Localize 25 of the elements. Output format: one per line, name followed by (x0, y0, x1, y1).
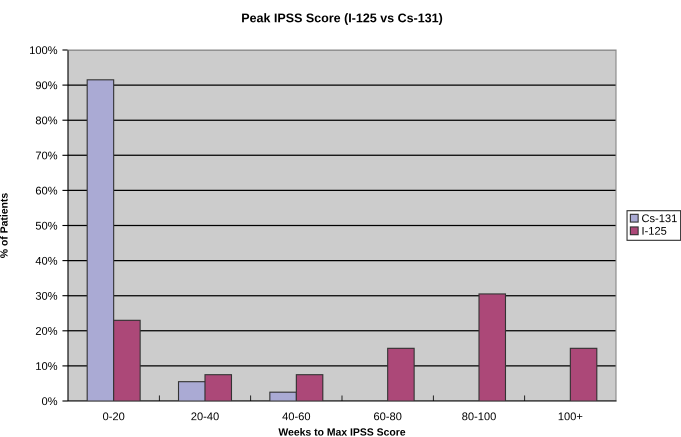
y-tick-label: 90% (36, 81, 58, 90)
x-tick-label: 60-80 (374, 412, 402, 420)
bar (387, 348, 415, 401)
chart-title: Peak IPSS Score (I-125 vs Cs-131) (242, 13, 442, 25)
y-tick-label: 30% (36, 292, 58, 300)
y-tick-label: 0% (42, 397, 58, 406)
x-tick-label: 80-100 (462, 412, 496, 420)
y-tick-label: 10% (36, 362, 58, 370)
x-tick-label: 40-60 (282, 412, 310, 420)
y-tick-label: 80% (36, 116, 58, 124)
legend-label: Cs-131 (642, 214, 677, 222)
y-tick-label: 20% (36, 327, 58, 335)
x-tick-label: 100+ (558, 412, 582, 420)
x-axis-title: Weeks to Max IPSS Score (278, 428, 406, 436)
bar (478, 293, 506, 401)
y-tick-label: 60% (36, 186, 58, 195)
bar (570, 348, 598, 401)
y-tick-label: 40% (36, 256, 58, 265)
legend-label: I-125 (642, 226, 666, 235)
x-tick-label: 20-40 (191, 412, 219, 420)
x-tick-label: 0-20 (102, 412, 124, 420)
y-tick-label: 50% (36, 222, 58, 230)
y-tick-label: 70% (36, 152, 58, 160)
y-tick-label: 100% (30, 46, 58, 54)
y-axis-title: % of Patients (0, 193, 8, 258)
